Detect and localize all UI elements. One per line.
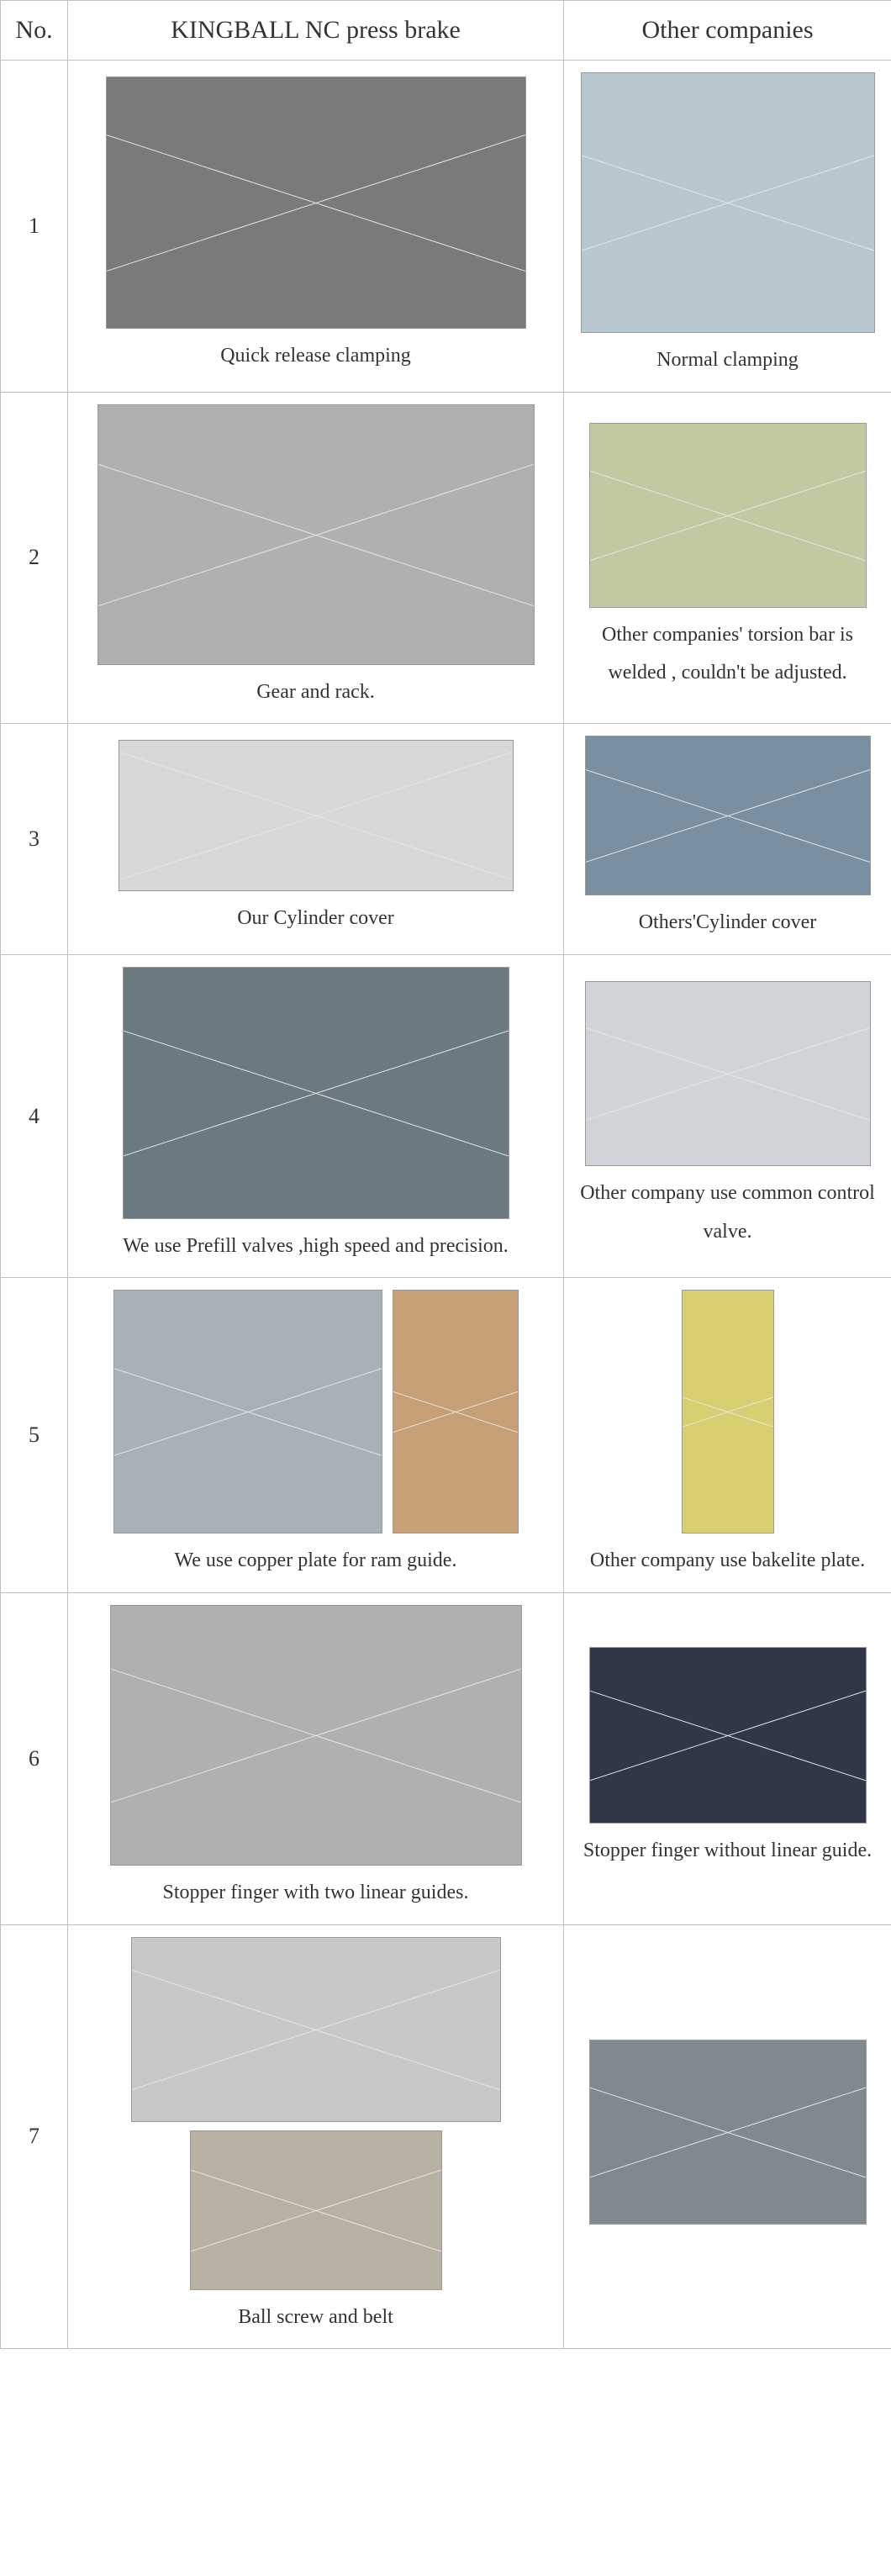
kb-image — [106, 77, 526, 329]
kb-cell: Our Cylinder cover — [68, 724, 564, 955]
other-image — [682, 1290, 774, 1533]
kb-cell: Gear and rack. — [68, 392, 564, 724]
kb-cell: We use Prefill valves ,high speed and pr… — [68, 954, 564, 1278]
row-number: 6 — [1, 1592, 68, 1924]
other-caption: Other companies' torsion bar is welded ,… — [572, 616, 883, 693]
other-caption: Other company use common control valve. — [572, 1175, 883, 1251]
kb-caption: Our Cylinder cover — [237, 900, 394, 938]
other-image — [589, 1647, 867, 1824]
kb-caption: Stopper finger with two linear guides. — [163, 1874, 469, 1913]
other-image — [589, 2040, 867, 2225]
comparison-table: No. KINGBALL NC press brake Other compan… — [0, 0, 891, 2349]
kb-image — [110, 1605, 522, 1866]
row-number: 7 — [1, 1924, 68, 2349]
table-row: 1 Quick release clamping Normal clamping — [1, 61, 891, 393]
kb-cell: Quick release clamping — [68, 61, 564, 393]
kb-image — [98, 404, 535, 665]
other-cell: Others'Cylinder cover — [564, 724, 891, 955]
kb-caption: We use copper plate for ram guide. — [175, 1542, 457, 1581]
table-row: 7 Ball screw and belt — [1, 1924, 891, 2349]
kb-image — [131, 1937, 501, 2122]
row-number: 3 — [1, 724, 68, 955]
other-image — [585, 981, 871, 1166]
kb-cell: Ball screw and belt — [68, 1924, 564, 2349]
kb-caption: Gear and rack. — [256, 673, 375, 712]
other-caption: Other company use bakelite plate. — [590, 1542, 865, 1581]
other-caption: Stopper finger without linear guide. — [583, 1832, 872, 1871]
kb-image — [119, 740, 514, 891]
other-image — [585, 736, 871, 895]
other-cell: Stopper finger without linear guide. — [564, 1592, 891, 1924]
row-number: 1 — [1, 61, 68, 393]
other-cell: Other company use common control valve. — [564, 954, 891, 1278]
kb-caption: We use Prefill valves ,high speed and pr… — [123, 1227, 509, 1266]
kb-image — [190, 2130, 442, 2290]
kb-image — [123, 967, 509, 1219]
row-number: 4 — [1, 954, 68, 1278]
kb-cell: Stopper finger with two linear guides. — [68, 1592, 564, 1924]
kb-caption: Quick release clamping — [220, 337, 411, 376]
header-kingball: KINGBALL NC press brake — [68, 1, 564, 61]
table-row: 6 Stopper finger with two linear guides.… — [1, 1592, 891, 1924]
header-other: Other companies — [564, 1, 891, 61]
table-row: 2 Gear and rack. Other companies' torsio… — [1, 392, 891, 724]
row-number: 5 — [1, 1278, 68, 1593]
kb-image — [113, 1290, 382, 1533]
other-cell: Other company use bakelite plate. — [564, 1278, 891, 1593]
kb-caption: Ball screw and belt — [238, 2299, 393, 2337]
other-caption: Others'Cylinder cover — [639, 904, 817, 942]
table-row: 5 We use copper plate for ram guide. Oth… — [1, 1278, 891, 1593]
other-caption: Normal clamping — [656, 341, 799, 380]
other-cell — [564, 1924, 891, 2349]
other-cell: Other companies' torsion bar is welded ,… — [564, 392, 891, 724]
table-row: 3 Our Cylinder cover Others'Cylinder cov… — [1, 724, 891, 955]
kb-image — [393, 1290, 519, 1533]
table-row: 4 We use Prefill valves ,high speed and … — [1, 954, 891, 1278]
kb-cell: We use copper plate for ram guide. — [68, 1278, 564, 1593]
other-image — [581, 72, 875, 333]
header-no: No. — [1, 1, 68, 61]
other-image — [589, 423, 867, 608]
other-cell: Normal clamping — [564, 61, 891, 393]
row-number: 2 — [1, 392, 68, 724]
table-header-row: No. KINGBALL NC press brake Other compan… — [1, 1, 891, 61]
